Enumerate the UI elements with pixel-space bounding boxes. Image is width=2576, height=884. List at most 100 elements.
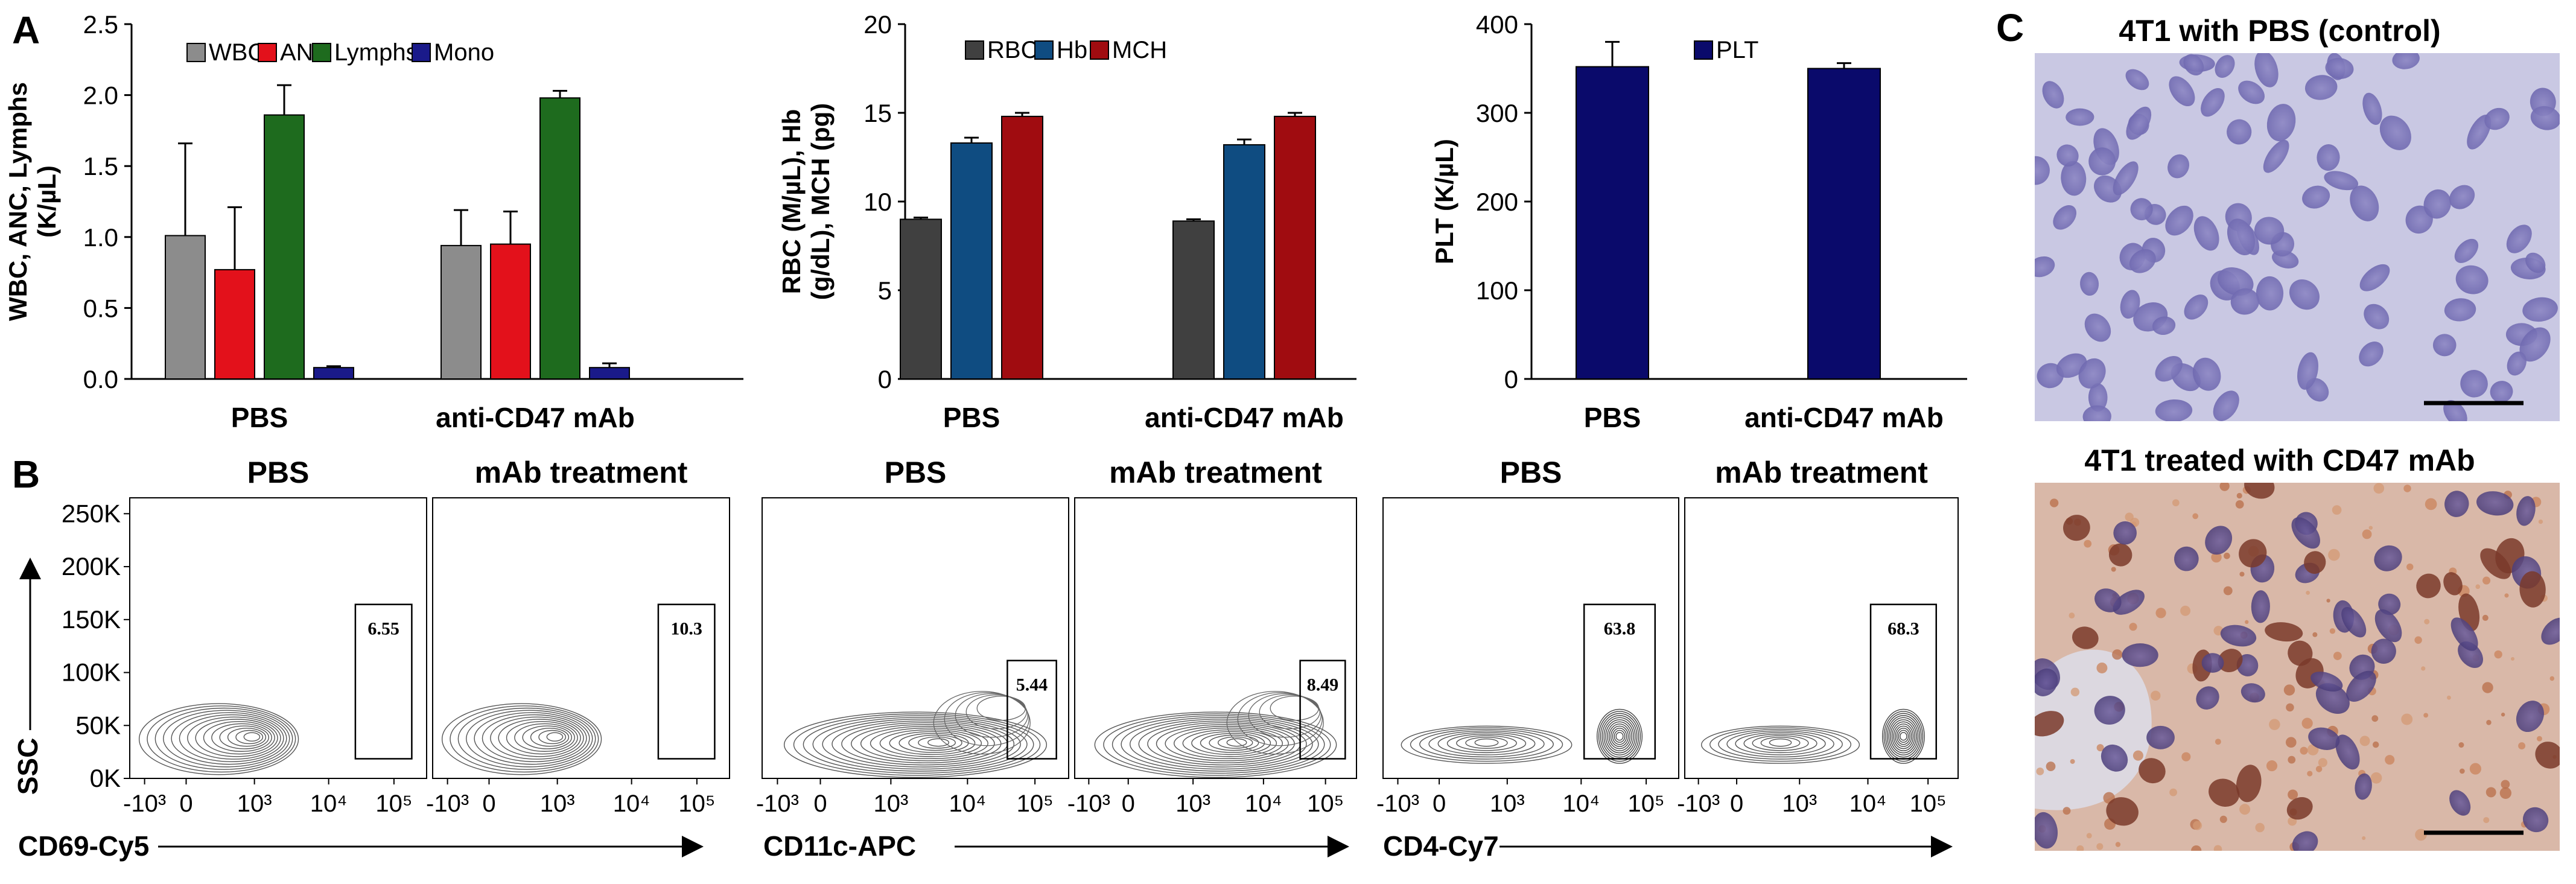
cell-nucleus <box>2101 744 2128 772</box>
brown-stain <box>2084 539 2092 548</box>
bar-plt <box>1576 66 1649 380</box>
cell-nucleus <box>2152 316 2176 335</box>
cell-nucleus <box>2443 572 2463 596</box>
y-tick-label: 0.0 <box>83 365 118 393</box>
cell-nucleus <box>2167 154 2190 179</box>
contour-line <box>1401 725 1573 764</box>
cell-nucleus <box>2374 545 2402 571</box>
y-tick-label: 200K <box>62 552 121 580</box>
contour-line <box>1156 723 1295 763</box>
brown-stain <box>2482 682 2493 693</box>
cell-nucleus <box>2183 54 2204 76</box>
chart-wbc: 0.0 0.5 1.0 1.5 2.0 2.5 WBC, ANC, Lymphs (K/µL)… <box>4 10 743 433</box>
contour-line <box>1237 692 1323 746</box>
legend-label: RBC <box>987 37 1038 63</box>
brown-stain <box>2239 571 2245 577</box>
brown-stain <box>2329 628 2336 634</box>
x-tick-label: -10³ <box>1677 790 1720 817</box>
panel-label-b: B <box>12 453 40 496</box>
gate-value: 8.49 <box>1307 675 1339 695</box>
brown-stain <box>2236 492 2242 499</box>
cell-nucleus <box>2113 161 2139 196</box>
panel-label-c: C <box>1996 6 2024 49</box>
x-tick-label: 10⁵ <box>678 790 715 817</box>
contour-line <box>171 712 287 765</box>
contour-line <box>1752 735 1809 751</box>
cell-nucleus <box>2291 517 2320 549</box>
contour-line <box>1596 708 1643 764</box>
cell-nucleus <box>2523 807 2549 833</box>
brown-stain <box>2332 505 2342 515</box>
y-tick-label: 0K <box>90 764 121 792</box>
cell-nucleus <box>2371 638 2396 664</box>
contour-line <box>933 691 1031 755</box>
brown-stain <box>2318 758 2327 768</box>
flow-y-axis: 0K 50K 100K 150K 200K 250K SSC <box>12 499 130 795</box>
brown-stain <box>2288 755 2296 764</box>
contour-line <box>860 725 995 762</box>
flow-plot: PBS 63.8 -10³ 0 10³ 10⁴ 10⁵ <box>1376 456 1679 817</box>
contour-line <box>908 734 962 751</box>
cell-nucleus <box>2297 352 2318 390</box>
contour-line <box>783 711 1048 778</box>
cell-nucleus <box>2254 217 2285 245</box>
brown-stain <box>2300 746 2308 755</box>
contour-line <box>457 707 596 770</box>
contour-line <box>506 720 578 755</box>
bar-mch <box>1001 115 1043 380</box>
contour-line <box>227 728 267 747</box>
brown-stain <box>2549 676 2555 681</box>
gate-value: 6.55 <box>367 619 399 639</box>
bar-rbc <box>900 218 942 380</box>
contour-line <box>179 714 284 763</box>
cell-nucleus <box>2476 491 2514 516</box>
brown-stain <box>2501 713 2505 717</box>
contour-line <box>1174 727 1283 760</box>
cell-nucleus <box>2155 399 2193 421</box>
flow-y-axis-label: SSC <box>12 738 43 795</box>
contour-line <box>1896 728 1911 745</box>
brown-stain <box>2510 657 2515 661</box>
y-tick-label: 0 <box>878 365 892 393</box>
bar-anc <box>490 243 531 380</box>
legend-label: Hb <box>1057 37 1087 63</box>
x-tick-label: 10³ <box>1490 790 1525 817</box>
y-tick-label: 15 <box>863 99 892 127</box>
brown-stain <box>2307 771 2313 777</box>
x-tick-label: 10⁵ <box>375 790 412 817</box>
x-tick-label: 10³ <box>237 790 272 817</box>
cell-nucleus <box>2078 358 2106 389</box>
cell-nucleus <box>2263 139 2289 173</box>
contour-line <box>1437 732 1536 755</box>
brown-stain <box>2447 695 2451 700</box>
x-tick-label: 0 <box>1122 790 1135 817</box>
legend-swatch <box>186 43 206 62</box>
cell-nucleus <box>2155 356 2183 382</box>
cell-nucleus <box>2056 144 2079 167</box>
x-tick-label: 10⁴ <box>949 790 987 817</box>
contour-line <box>1614 730 1626 743</box>
cell-nucleus <box>2325 57 2354 79</box>
contour-line <box>1607 721 1632 751</box>
x-category-label: PBS <box>943 402 1000 433</box>
x-tick-label: 0 <box>179 790 192 817</box>
y-tick-label: 200 <box>1476 188 1518 216</box>
cell-nucleus <box>2205 526 2233 555</box>
brown-stain <box>2062 807 2071 815</box>
cell-nucleus <box>2350 185 2379 221</box>
cell-nucleus <box>2072 626 2099 649</box>
brown-stain <box>2306 590 2310 595</box>
cell-nucleus <box>2084 313 2111 342</box>
contour-line <box>538 730 567 745</box>
cell-nucleus <box>2324 171 2359 191</box>
brown-stain <box>2403 485 2411 492</box>
brown-stain <box>2425 498 2437 510</box>
cell-nucleus <box>2265 622 2303 642</box>
cell-nucleus <box>2302 185 2330 209</box>
cell-nucleus <box>2125 69 2149 91</box>
brown-stain <box>2070 758 2075 764</box>
cell-nucleus <box>2541 617 2560 645</box>
brown-stain <box>2486 720 2492 725</box>
brown-stain <box>2076 845 2084 851</box>
brown-stain <box>2111 567 2116 572</box>
